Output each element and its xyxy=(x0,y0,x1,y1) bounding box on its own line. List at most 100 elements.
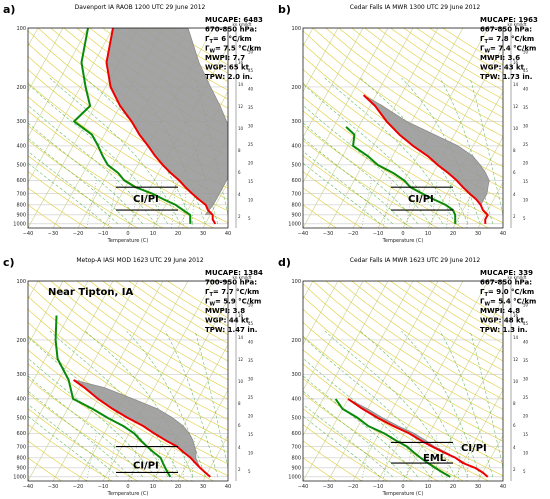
dry-adiabat xyxy=(303,424,388,481)
km-tick-label: 14 xyxy=(513,82,519,87)
moist-adiabat xyxy=(28,415,106,478)
dry-adiabat xyxy=(303,110,489,228)
isotherm xyxy=(402,298,503,481)
km-tick-label: 4 xyxy=(238,192,241,197)
dry-adiabat xyxy=(364,281,503,371)
kft-tick-label: 5 xyxy=(248,216,251,221)
stat-line: MWPI: 3.8 xyxy=(205,307,245,315)
location-label: Near Tipton, IA xyxy=(48,287,133,298)
temperature-tick-label: 30 xyxy=(200,484,206,490)
dry-adiabat xyxy=(303,82,503,212)
km-tick-label: 6 xyxy=(513,423,516,428)
mixing-ratio-line xyxy=(405,433,414,481)
mixing-ratio-line xyxy=(446,433,452,481)
right-axis-units: kn km/kft xyxy=(233,22,252,27)
dry-adiabat xyxy=(102,281,228,362)
stat-line: WGP: 44 kt xyxy=(205,317,250,325)
temperature-tick-label: −20 xyxy=(73,484,84,490)
stat-line: TPW: 1.73 in. xyxy=(480,73,532,81)
kft-tick-label: 10 xyxy=(248,451,254,456)
temperature-tick-label: 20 xyxy=(450,484,456,490)
gamma-value: = 7.4 °C/km xyxy=(490,45,536,53)
ci-pi-label: CI/PI xyxy=(461,443,487,454)
gamma-subscript: T xyxy=(484,292,488,298)
stat-line: MUCAPE: 339 xyxy=(480,269,533,277)
km-tick-label: 10 xyxy=(238,126,244,131)
isotherm xyxy=(127,298,228,481)
mixing-ratio-line xyxy=(107,433,118,481)
kft-tick-label: 25 xyxy=(523,395,529,400)
kft-tick-label: 35 xyxy=(523,358,529,363)
pressure-tick-label: 400 xyxy=(16,144,26,150)
temperature-tick-label: 40 xyxy=(500,231,506,237)
dry-adiabat xyxy=(89,281,228,371)
pressure-tick-label: 900 xyxy=(16,466,26,472)
dry-adiabat xyxy=(303,204,337,228)
kft-tick-label: 25 xyxy=(248,142,254,147)
x-axis-label: Temperature (C) xyxy=(382,491,424,497)
kft-tick-label: 50 xyxy=(523,50,529,55)
moist-adiabat xyxy=(194,330,228,469)
dry-adiabat xyxy=(28,308,228,442)
km-tick-label: 6 xyxy=(238,423,241,428)
isotherm xyxy=(402,45,503,228)
temperature-profile xyxy=(362,94,489,224)
kft-tick-label: 5 xyxy=(523,216,526,221)
dry-adiabat xyxy=(303,408,413,481)
pressure-tick-label: 800 xyxy=(16,456,26,462)
pressure-tick-label: 100 xyxy=(291,279,301,285)
dry-adiabat xyxy=(338,281,503,390)
panel-label: b) xyxy=(278,3,291,16)
moist-adiabat xyxy=(401,330,481,477)
moist-adiabat xyxy=(28,162,106,225)
dry-adiabat xyxy=(28,349,228,477)
dry-adiabat xyxy=(351,281,503,381)
temperature-tick-label: 10 xyxy=(150,231,156,237)
moist-adiabat xyxy=(324,77,456,225)
temperature-tick-label: −10 xyxy=(98,231,109,237)
temperature-profile xyxy=(73,379,211,478)
pressure-tick-label: 800 xyxy=(16,203,26,209)
mixing-ratio-line xyxy=(86,433,97,481)
moist-adiabat xyxy=(469,77,503,216)
km-tick-label: 16 xyxy=(238,60,244,65)
dry-adiabat xyxy=(303,363,489,481)
dry-adiabat xyxy=(303,140,439,228)
stat-line: 667-850 hPa: xyxy=(480,26,532,34)
dewpoint-profile xyxy=(73,28,192,224)
eml-label: EML xyxy=(423,453,447,464)
panel-title: Metop-A IASI MOD 1623 UTC 29 June 2012 xyxy=(76,257,203,264)
kft-tick-label: 45 xyxy=(248,68,254,73)
moist-adiabat xyxy=(28,336,169,478)
km-tick-label: 8 xyxy=(238,148,241,153)
isotherm xyxy=(202,434,228,481)
temperature-tick-label: 20 xyxy=(175,231,181,237)
temperature-tick-label: −20 xyxy=(348,231,359,237)
plot-frame xyxy=(302,27,504,229)
pressure-tick-label: 100 xyxy=(16,26,26,32)
gamma-subscript: W xyxy=(484,302,490,308)
moist-adiabat xyxy=(303,122,419,225)
stat-line: 667-850 hPa: xyxy=(480,279,532,287)
dry-adiabat xyxy=(28,295,228,431)
kft-tick-label: 15 xyxy=(523,432,529,437)
right-axis-units: kn km/kft xyxy=(508,275,527,280)
km-tick-label: 8 xyxy=(513,148,516,153)
moist-adiabat xyxy=(303,403,393,478)
dry-adiabat xyxy=(28,283,228,421)
km-tick-label: 14 xyxy=(238,82,244,87)
dry-adiabat xyxy=(303,187,363,228)
x-axis-label: Temperature (C) xyxy=(382,238,424,244)
temperature-tick-label: −30 xyxy=(48,484,59,490)
moist-adiabat xyxy=(303,415,381,478)
dry-adiabat xyxy=(303,125,464,228)
kft-tick-label: 40 xyxy=(523,87,529,92)
moist-adiabat xyxy=(28,122,144,225)
mixing-ratio-line xyxy=(430,180,438,228)
moist-adiabat xyxy=(303,357,431,478)
mixing-ratio-line xyxy=(446,180,452,228)
kft-tick-label: 15 xyxy=(248,432,254,437)
moist-adiabat xyxy=(303,336,444,478)
pressure-tick-label: 800 xyxy=(291,456,301,462)
